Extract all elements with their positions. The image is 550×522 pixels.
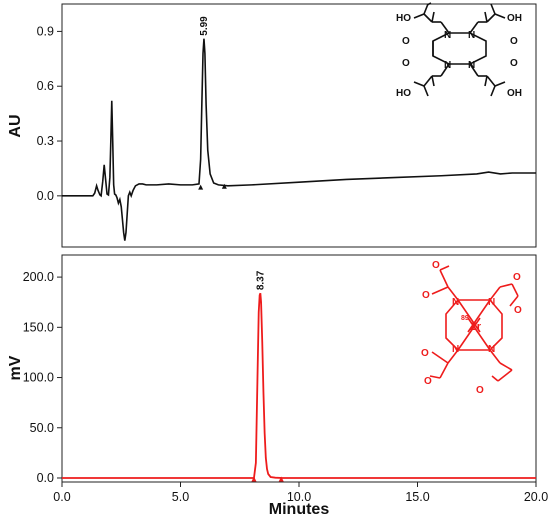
ligand-n-2: N — [468, 30, 475, 41]
ligand-structure — [413, 2, 506, 97]
zr-n-3: N — [452, 344, 459, 355]
y-tick-label: 100.0 — [23, 371, 54, 385]
zr-complex-labels: O O O O O O O N N N N 89 Zr — [421, 260, 522, 396]
ligand-atom-labels: HO OH O O N N N N O O HO OH — [396, 13, 522, 99]
radio-integration-marks — [251, 476, 284, 482]
bottom-axes: 0.0 50.0 100.0 150.0 200.0 0.0 5.0 10.0 15.0 20.0 — [23, 270, 548, 504]
y-tick-label: 0.0 — [37, 471, 54, 485]
radio-peak-label: 8.37 — [255, 270, 266, 290]
ligand-oh-top: OH — [507, 13, 522, 24]
bottom-panel-frame — [61, 254, 537, 483]
ligand-o-bottom-right: O — [510, 58, 518, 69]
zr-n-4: N — [488, 344, 495, 355]
y-tick-label: 50.0 — [30, 421, 54, 435]
zr-o-2: O — [422, 290, 430, 301]
y-tick-label: 200.0 — [23, 270, 54, 284]
zr-o-5: O — [421, 348, 429, 359]
zr-o-4: O — [514, 305, 522, 316]
y-tick-label: 0.3 — [37, 134, 54, 148]
top-panel-frame — [61, 3, 537, 248]
x-tick-label: 5.0 — [172, 490, 189, 504]
ligand-o-top-right: O — [510, 36, 518, 47]
top-y-axis-label: AU — [7, 114, 24, 137]
ligand-n-1: N — [444, 30, 451, 41]
y-tick-label: 0.0 — [37, 189, 54, 203]
zr-n-2: N — [488, 297, 495, 308]
ligand-n-4: N — [468, 60, 475, 71]
bottom-y-axis-label: mV — [7, 355, 24, 380]
ligand-o-bottom-left: O — [402, 58, 410, 69]
uv-peak-label: 5.99 — [199, 16, 210, 36]
integration-marker — [221, 183, 227, 189]
ligand-oh-bottom: OH — [507, 88, 522, 99]
radio-trace-line — [62, 292, 536, 479]
ligand-n-3: N — [444, 60, 451, 71]
x-tick-label: 0.0 — [53, 490, 70, 504]
ligand-ho-top: HO — [396, 13, 411, 24]
zr-o-3: O — [513, 272, 521, 283]
integration-marker — [251, 476, 257, 482]
zr-n-1: N — [452, 297, 459, 308]
zr-o-1: O — [432, 260, 440, 271]
x-tick-label: 10.0 — [287, 490, 311, 504]
zr-atom: Zr — [470, 321, 482, 333]
x-tick-label: 20.0 — [524, 490, 548, 504]
top-y-axis: 0.0 0.3 0.6 0.9 — [37, 24, 62, 203]
uv-trace-line — [62, 38, 536, 241]
integration-marker — [278, 476, 284, 482]
x-axis-label: Minutes — [269, 501, 330, 518]
integration-marker — [198, 184, 204, 190]
ligand-o-top-left: O — [402, 36, 410, 47]
zr-o-7: O — [476, 385, 484, 396]
zr-complex-structure — [429, 265, 519, 382]
y-tick-label: 0.9 — [37, 24, 54, 38]
uv-integration-marks — [198, 183, 227, 190]
y-tick-label: 150.0 — [23, 320, 54, 334]
y-tick-label: 0.6 — [37, 79, 54, 93]
zr-isotope: 89 — [461, 315, 469, 322]
ligand-ho-bottom: HO — [396, 88, 411, 99]
x-tick-label: 15.0 — [405, 490, 429, 504]
zr-o-6: O — [424, 376, 432, 387]
